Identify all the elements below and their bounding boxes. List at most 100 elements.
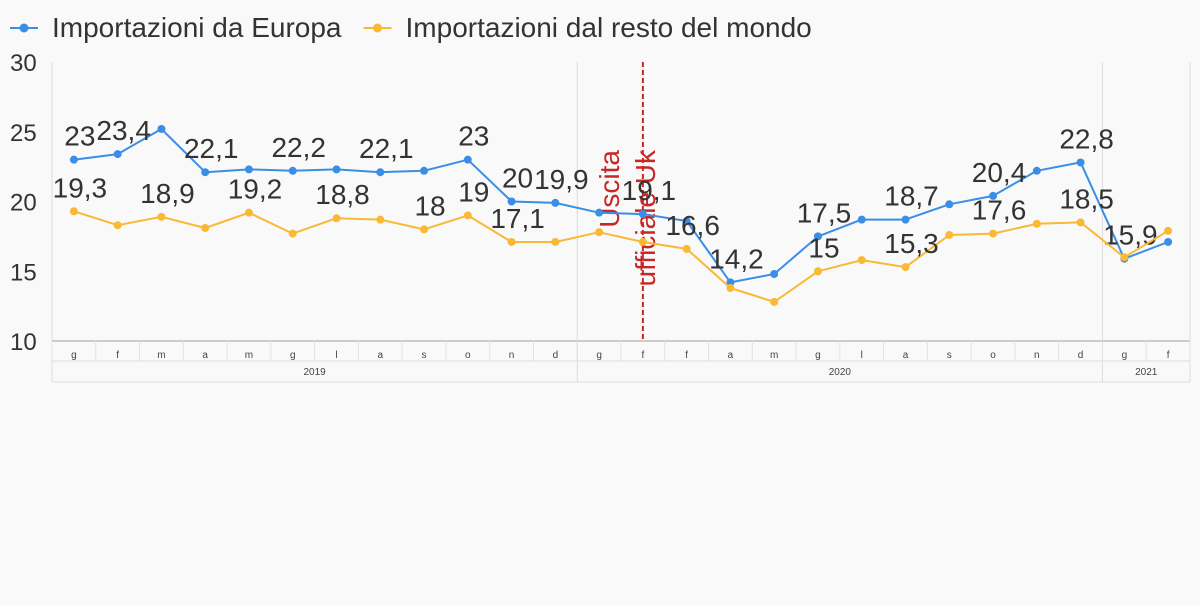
series-1-point-20[interactable]: [945, 230, 954, 239]
series-1-data-label-17: 15: [808, 232, 839, 263]
series-0-point-23[interactable]: [1076, 158, 1085, 167]
series-0-point-17[interactable]: [813, 232, 822, 241]
series-1-point-4[interactable]: [244, 208, 253, 217]
series-0-point-20[interactable]: [945, 200, 954, 209]
series-1-point-6[interactable]: [332, 214, 341, 223]
legend-marker-1[interactable]: [373, 23, 383, 33]
series-0-point-14[interactable]: [682, 217, 691, 226]
series-1-point-8[interactable]: [420, 225, 429, 234]
series-0-point-12[interactable]: [595, 208, 604, 217]
series-1-point-11[interactable]: [551, 237, 560, 246]
series-1-point-19[interactable]: [901, 263, 910, 272]
series-0-point-22[interactable]: [1032, 166, 1041, 175]
series-0-data-label-19: 18,7: [884, 181, 939, 212]
series-0-data-label-17: 17,5: [797, 197, 852, 228]
series-line-1[interactable]: [73, 210, 1169, 303]
x-tick-label-12: g: [596, 350, 602, 361]
x-tick-label-15: a: [728, 350, 734, 361]
x-tick-label-8: s: [422, 350, 427, 361]
series-0-point-15[interactable]: [726, 278, 735, 287]
series-0-point-5[interactable]: [288, 166, 297, 175]
series-0-point-3[interactable]: [201, 168, 210, 177]
series-0-point-16[interactable]: [770, 270, 779, 279]
x-tick-label-2: m: [157, 350, 165, 361]
series-1-data-label-8: 18: [414, 190, 445, 221]
x-tick-label-14: f: [685, 350, 688, 361]
series-1-point-9[interactable]: [463, 211, 472, 220]
series-0-data-label-5: 22,2: [271, 132, 326, 163]
x-tick-label-10: n: [509, 350, 515, 361]
series-0-point-7[interactable]: [376, 168, 385, 177]
x-tick-label-6: l: [335, 350, 337, 361]
x-tick-label-17: g: [815, 350, 821, 361]
series-0-point-8[interactable]: [420, 166, 429, 175]
series-1-point-22[interactable]: [1032, 219, 1041, 228]
series-0-data-label-13: 19,1: [622, 175, 677, 206]
series-1-point-3[interactable]: [201, 224, 210, 233]
series-1-point-18[interactable]: [857, 256, 866, 265]
series-1-point-17[interactable]: [813, 267, 822, 276]
series-1-point-2[interactable]: [157, 212, 166, 221]
series-0-point-25[interactable]: [1164, 237, 1173, 246]
series-1-data-label-6: 18,8: [315, 179, 370, 210]
series-1-point-15[interactable]: [726, 283, 735, 292]
legend-label-1: Importazioni dal resto del mondo: [406, 12, 812, 43]
x-tick-label-11: d: [553, 350, 559, 361]
series-1-data-label-21: 17,6: [972, 195, 1027, 226]
x-tick-label-19: a: [903, 350, 909, 361]
series-0-data-label-0: 23: [64, 121, 95, 152]
series-1-point-21[interactable]: [989, 229, 998, 238]
series-1-point-14[interactable]: [682, 244, 691, 253]
series-0-point-4[interactable]: [244, 165, 253, 174]
series-line-0[interactable]: [73, 128, 1169, 284]
x-tick-label-1: f: [116, 350, 119, 361]
series-1-point-10[interactable]: [507, 237, 516, 246]
series-1-point-12[interactable]: [595, 228, 604, 237]
series-1-point-1[interactable]: [113, 221, 122, 230]
series-1-point-25[interactable]: [1164, 226, 1173, 235]
series-0-point-19[interactable]: [901, 215, 910, 224]
year-label-2021: 2021: [1135, 367, 1158, 378]
series-0-data-label-11: 19,9: [534, 164, 589, 195]
series-1-point-7[interactable]: [376, 215, 385, 224]
series-1-data-label-23: 18,5: [1059, 183, 1114, 214]
series-0-data-label-3: 22,1: [184, 133, 239, 164]
series-1-point-5[interactable]: [288, 229, 297, 238]
series-0-data-label-23: 22,8: [1059, 123, 1114, 154]
x-tick-label-23: d: [1078, 350, 1084, 361]
series-0-data-label-21: 20,4: [972, 157, 1027, 188]
series-0-point-9[interactable]: [463, 155, 472, 164]
series-0-point-10[interactable]: [507, 197, 516, 206]
series-1-point-24[interactable]: [1120, 253, 1129, 262]
y-tick-label-1: 15: [10, 259, 37, 286]
x-tick-label-3: a: [202, 350, 208, 361]
series-0-point-21[interactable]: [989, 191, 998, 200]
series-0-point-11[interactable]: [551, 198, 560, 207]
series-1-data-label-4: 19,2: [228, 174, 283, 205]
year-label-2020: 2020: [829, 367, 852, 378]
annotation-text-1: ufficiale Uk: [630, 149, 661, 286]
series-1-point-16[interactable]: [770, 297, 779, 306]
series-1-point-0[interactable]: [69, 207, 78, 216]
y-tick-label-4: 30: [10, 50, 37, 77]
series-0-point-13[interactable]: [638, 210, 647, 219]
series-1-data-label-19: 15,3: [884, 228, 939, 259]
series-1-data-label-9: 19: [458, 176, 489, 207]
x-tick-label-20: s: [947, 350, 952, 361]
x-tick-label-0: g: [71, 350, 77, 361]
series-0-point-1[interactable]: [113, 150, 122, 159]
series-0-data-label-10: 20: [502, 163, 533, 194]
series-0-point-0[interactable]: [69, 155, 78, 164]
series-0-data-label-24: 15,9: [1103, 220, 1158, 251]
legend-marker-0[interactable]: [19, 23, 29, 33]
year-label-2019: 2019: [303, 367, 326, 378]
x-tick-label-18: l: [861, 350, 863, 361]
series-0-point-6[interactable]: [332, 165, 341, 174]
series-1-point-23[interactable]: [1076, 218, 1085, 227]
series-1-point-13[interactable]: [638, 237, 647, 246]
series-0-point-18[interactable]: [857, 215, 866, 224]
series-0-point-2[interactable]: [157, 124, 166, 133]
x-tick-label-22: n: [1034, 350, 1040, 361]
x-tick-label-9: o: [465, 350, 471, 361]
